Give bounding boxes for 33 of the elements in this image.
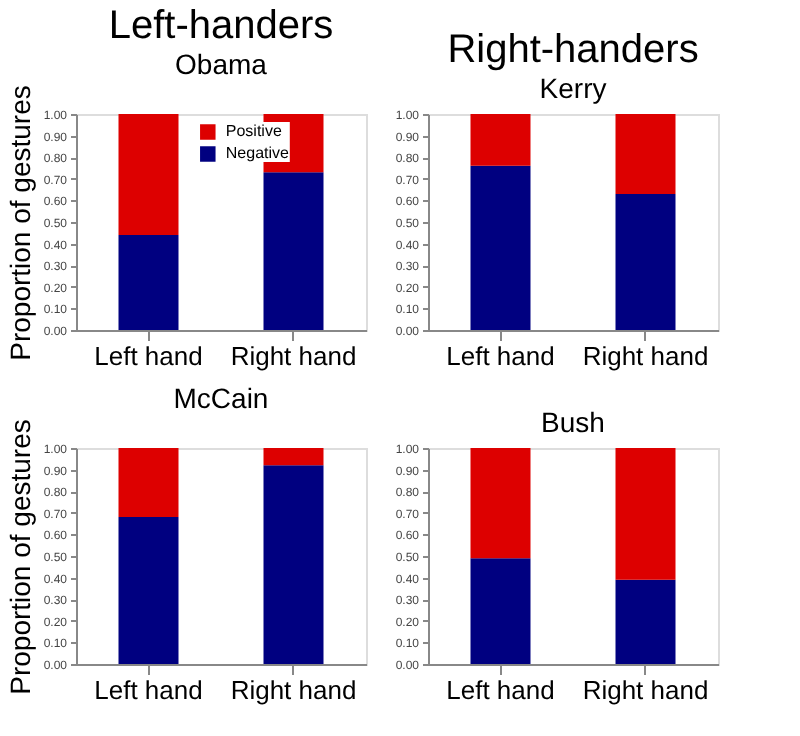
chart-subtitle: Obama	[175, 48, 268, 81]
bar	[118, 517, 179, 664]
bar	[470, 558, 531, 664]
x-tick-label: Left hand	[446, 675, 555, 705]
x-tick-label: Left hand	[446, 341, 555, 371]
y-axis-title: Proportion of gestures	[3, 85, 36, 361]
x-tick-label: Left hand	[94, 341, 203, 371]
chart-title: Bush	[541, 406, 605, 438]
x-tick-label: Left hand	[94, 675, 203, 705]
bar	[263, 448, 324, 466]
bar	[615, 114, 676, 194]
bar	[470, 448, 531, 559]
bar	[263, 172, 324, 330]
x-tick-label: Right hand	[582, 675, 709, 705]
legend-label: Positive	[225, 122, 283, 140]
bar	[118, 234, 179, 330]
bar	[615, 579, 676, 664]
bar	[470, 114, 531, 166]
bar	[118, 448, 179, 518]
legend-label: Negative	[225, 144, 291, 162]
chart-subtitle: Kerry	[539, 72, 607, 104]
bar	[615, 448, 676, 580]
bar	[615, 193, 676, 330]
bar	[263, 465, 324, 664]
x-tick-label: Right hand	[230, 341, 357, 371]
x-tick-label: Right hand	[582, 341, 709, 371]
y-axis-title: Proportion of gestures	[3, 419, 36, 695]
bar	[470, 165, 531, 330]
chart-title: McCain	[173, 382, 269, 415]
chart-title: Left-handers	[108, 4, 334, 49]
bar	[118, 114, 179, 235]
x-tick-label: Right hand	[230, 675, 357, 705]
chart-title: Right-handers	[447, 28, 699, 72]
